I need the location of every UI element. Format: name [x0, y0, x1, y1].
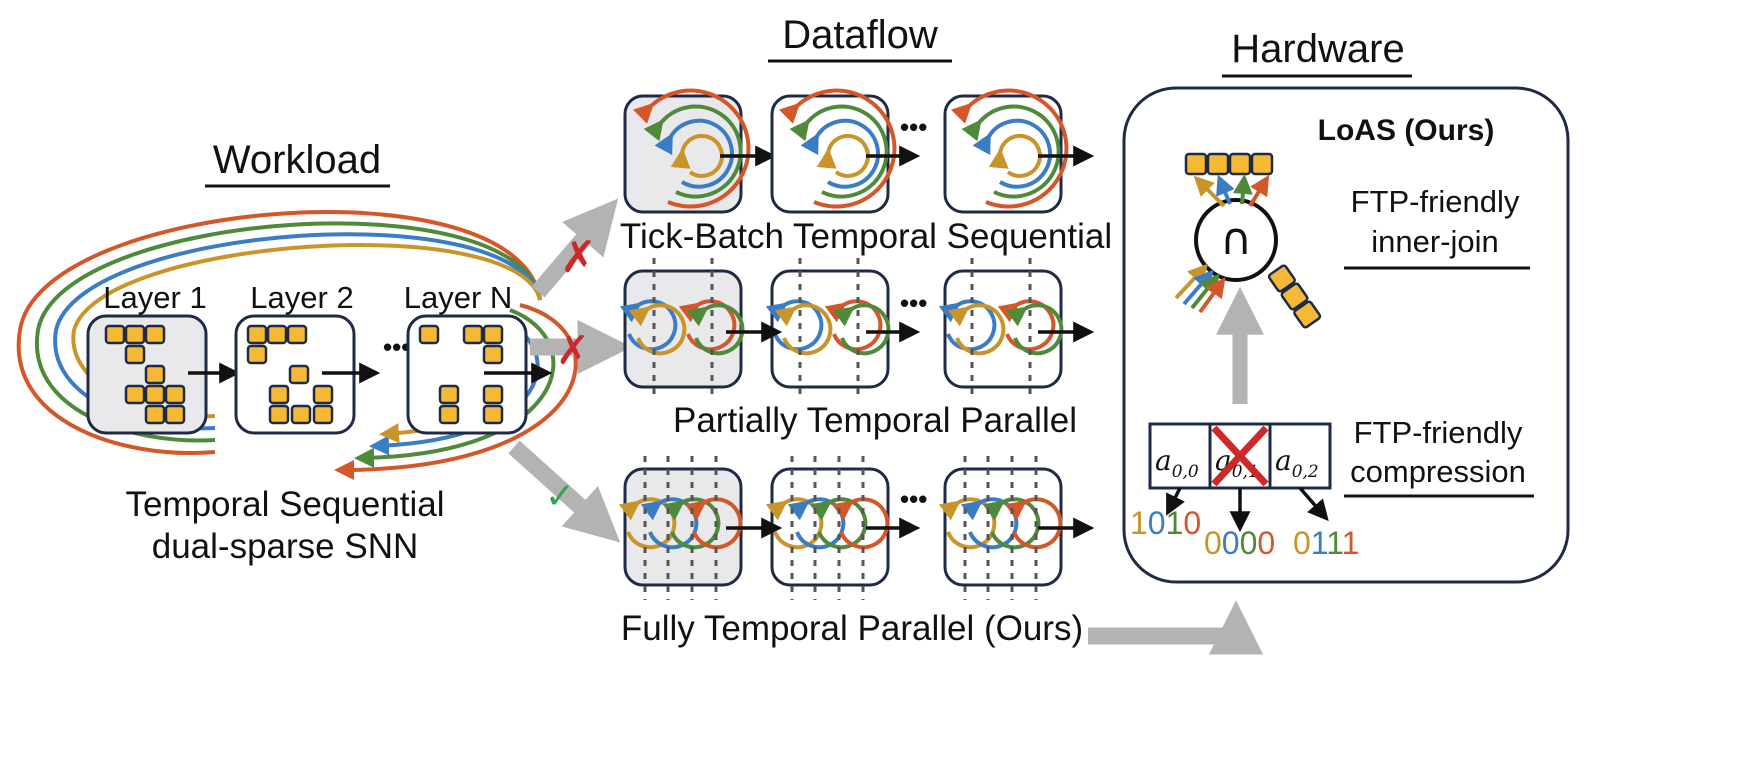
reject-mark-2: ✗	[556, 328, 590, 374]
tickbatch-box-1	[623, 91, 748, 214]
layer-1: Layer 1	[86, 280, 208, 435]
branch-arrow-fully	[508, 440, 621, 543]
branch-arrow-tickbatch	[531, 198, 619, 298]
svg-text:Layer 2: Layer 2	[250, 280, 353, 315]
join-label-2: inner-join	[1371, 224, 1499, 259]
intersect-symbol: ∩	[1220, 214, 1252, 265]
accept-mark: ✓	[545, 476, 575, 517]
arrow-a02-bits	[1298, 486, 1329, 522]
row3-ellipsis: •••	[900, 484, 927, 514]
layer-2: Layer 2	[234, 280, 356, 435]
tickbatch-box-3	[943, 91, 1066, 214]
arrow-a00-bits	[1166, 487, 1185, 516]
comp-label-2: compression	[1350, 454, 1526, 489]
join-label-1: FTP-friendly	[1351, 184, 1520, 219]
cell-a02: a0,2	[1275, 444, 1319, 482]
row2-label: Partially Temporal Parallel	[673, 401, 1077, 440]
row2-ellipsis: •••	[900, 288, 927, 318]
to-hardware-arrow	[1088, 600, 1264, 655]
compression-cells: a0,0 a0,1 a0,2	[1148, 422, 1332, 490]
partial-box-3	[943, 269, 1061, 389]
layer-n: Layer N	[404, 280, 528, 435]
fully-box-1	[623, 467, 743, 587]
fully-dashes	[643, 456, 1038, 600]
cell-a00: a0,0	[1155, 444, 1199, 482]
row3-label: Fully Temporal Parallel (Ours)	[621, 609, 1083, 648]
bits-a01: 0000	[1204, 525, 1275, 561]
svg-text:Hardware: Hardware	[1231, 27, 1404, 71]
partial-dashes	[652, 258, 1032, 397]
row1-ellipsis: •••	[900, 112, 927, 142]
svg-text:Layer 1: Layer 1	[103, 280, 206, 315]
svg-text:Layer N: Layer N	[404, 280, 513, 315]
loas-title: LoAS (Ours)	[1318, 114, 1495, 147]
tickbatch-box-2	[770, 91, 894, 214]
workload-header: Workload	[205, 138, 390, 188]
hardware-header: Hardware	[1222, 27, 1412, 78]
inner-join-unit: ∩	[1174, 152, 1322, 329]
bits-a02: 0111	[1293, 525, 1359, 561]
svg-text:Workload: Workload	[213, 138, 381, 182]
partial-box-2	[770, 269, 888, 389]
svg-text:Dataflow: Dataflow	[782, 13, 938, 57]
dataflow-header: Dataflow	[768, 13, 952, 63]
comp-label-1: FTP-friendly	[1354, 415, 1523, 450]
workload-caption-2: dual-sparse SNN	[152, 527, 419, 566]
workload-ellipsis: •••	[383, 332, 410, 362]
bits-a00: 1010	[1130, 505, 1201, 541]
partial-box-1	[623, 269, 742, 389]
workload-caption-1: Temporal Sequential	[125, 485, 444, 524]
row1-label: Tick-Batch Temporal Sequential	[620, 217, 1112, 256]
reject-mark-1: ✗	[560, 232, 597, 283]
